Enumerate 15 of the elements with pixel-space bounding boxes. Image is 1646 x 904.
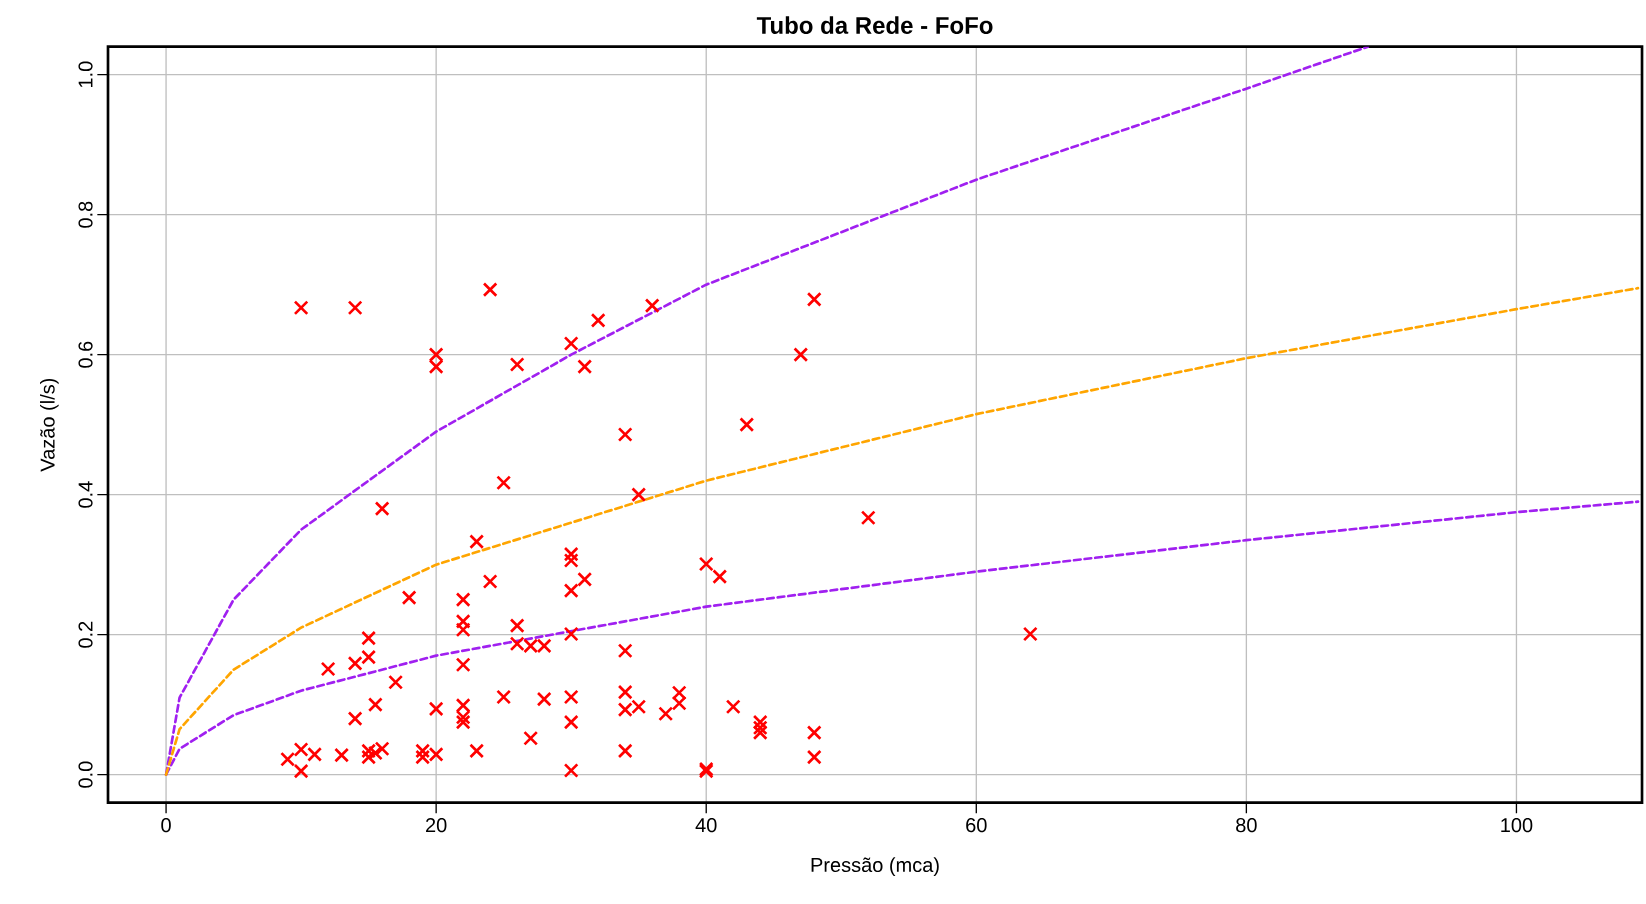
y-axis-title: Vazão (l/s) [40,378,59,472]
chart-title: Tubo da Rede - FoFo [756,16,993,34]
x-tick-label: 40 [695,818,717,833]
x-axis-title: Pressão (mca) [811,857,939,876]
x-tick-label: 20 [426,818,447,833]
y-tick-label: 0.0 [78,761,93,788]
y-tick-label: 1.0 [78,61,93,88]
x-tick-label: 60 [966,818,987,833]
x-tick-label: 80 [1236,818,1257,833]
y-tick-label: 0.2 [78,621,93,648]
x-tick-label: 0 [161,818,171,833]
y-tick-label: 0.8 [78,201,93,228]
x-tick-label: 100 [1501,818,1533,833]
y-tick-label: 0.6 [78,341,93,368]
y-tick-label: 0.4 [78,481,93,508]
